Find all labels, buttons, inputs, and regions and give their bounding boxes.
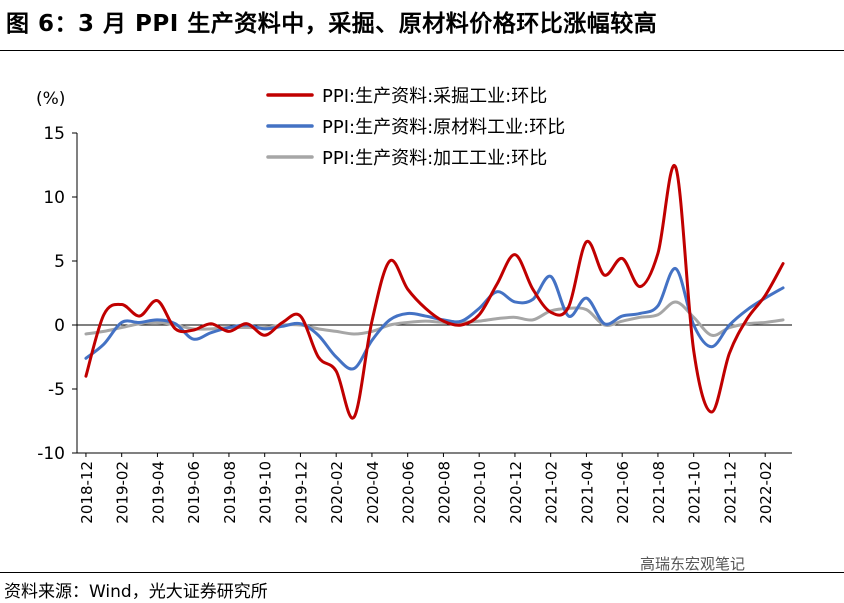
x-tick-label: 2019-08 <box>221 461 239 524</box>
series-lines <box>84 163 785 420</box>
y-tick-label: 15 <box>43 124 65 144</box>
series-line-1 <box>84 163 785 420</box>
x-tick-label: 2020-06 <box>400 461 418 524</box>
x-tick-label: 2021-12 <box>721 461 739 524</box>
series-line-3 <box>84 300 785 337</box>
x-tick-label: 2019-10 <box>257 461 275 524</box>
y-tick-label: 5 <box>54 252 65 272</box>
y-tick-label: -5 <box>48 380 65 400</box>
tick-labels: 15 10 5 0 -5 -10 2018-12 2019-02 2019-04 2019-06 2… <box>37 124 775 524</box>
x-tick-label: 2020-04 <box>364 461 382 524</box>
legend-label-1: PPI:生产资料:采掘工业:环比 <box>322 86 547 107</box>
x-tick-label: 2020-10 <box>471 461 489 524</box>
x-tick-label: 2019-06 <box>185 461 203 524</box>
x-tick-label: 2019-04 <box>149 461 167 524</box>
x-tick-label: 2018-12 <box>78 461 96 524</box>
x-tick-label: 2021-10 <box>686 461 704 524</box>
x-tick-label: 2019-12 <box>292 461 310 524</box>
series-line-2 <box>84 267 785 371</box>
legend-label-2: PPI:生产资料:原材料工业:环比 <box>322 117 565 138</box>
x-tick-label: 2021-06 <box>614 461 632 524</box>
x-tick-label: 2020-12 <box>507 461 525 524</box>
x-tick-label: 2022-02 <box>757 461 775 524</box>
y-tick-label: -10 <box>37 444 65 464</box>
x-tick-label: 2021-04 <box>578 461 596 524</box>
legend: PPI:生产资料:采掘工业:环比 PPI:生产资料:原材料工业:环比 PPI:生产资… <box>266 86 565 169</box>
watermark: 高瑞东宏观笔记 <box>640 555 746 573</box>
axes <box>72 132 792 457</box>
source-note: 资料来源：Wind，光大证券研究所 <box>4 582 268 602</box>
y-tick-label: 10 <box>43 188 65 208</box>
legend-label-3: PPI:生产资料:加工工业:环比 <box>322 148 547 169</box>
x-tick-label: 2020-08 <box>435 461 453 524</box>
x-tick-label: 2020-02 <box>328 461 346 524</box>
y-axis-unit-label: (%) <box>36 89 65 109</box>
y-tick-label: 0 <box>54 316 65 336</box>
source-rule <box>0 572 844 573</box>
chart-title: 图 6：3 月 PPI 生产资料中，采掘、原材料价格环比涨幅较高 <box>6 11 658 37</box>
title-rule <box>0 50 844 51</box>
x-tick-label: 2021-02 <box>543 461 561 524</box>
x-tick-label: 2019-02 <box>114 461 132 524</box>
x-tick-label: 2021-08 <box>650 461 668 524</box>
